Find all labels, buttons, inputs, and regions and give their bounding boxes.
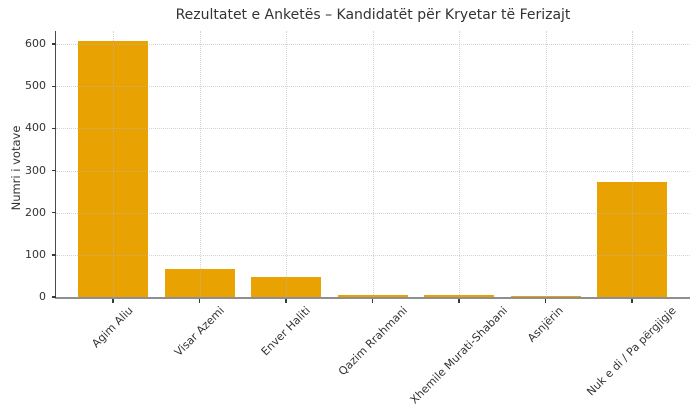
y-tick-label: 500: [25, 79, 46, 93]
y-tick-label: 100: [25, 247, 46, 261]
gridline-vertical: [372, 31, 374, 297]
y-tick-mark: [51, 254, 56, 256]
x-tick-mark: [371, 299, 374, 303]
x-tick-mark: [198, 299, 201, 303]
gridline-vertical: [113, 31, 114, 297]
y-axis-spine: [54, 31, 57, 299]
x-tick-label: Agim Aliu: [89, 304, 136, 351]
gridline-vertical: [286, 31, 287, 297]
y-tick-mark: [51, 296, 56, 298]
x-tick-mark: [544, 299, 547, 303]
y-tick-label: 400: [25, 121, 46, 135]
y-tick-mark: [51, 169, 56, 172]
x-tick-mark: [285, 299, 287, 303]
y-tick-mark: [51, 211, 56, 214]
y-tick-label: 300: [25, 163, 46, 177]
x-tick-mark: [458, 299, 460, 303]
x-tick-label: Asnjërin: [525, 304, 567, 345]
y-tick-label: 600: [25, 37, 46, 51]
chart-title: Rezultatet e Anketës – Kandidatët për Kr…: [175, 7, 571, 23]
y-tick-mark: [51, 85, 56, 87]
x-tick-label: Xhemile Murati-Shabani: [407, 304, 511, 407]
x-tick-label: Enver Haliti: [258, 304, 314, 359]
y-tick-mark: [51, 127, 56, 130]
x-tick-mark: [631, 299, 633, 303]
x-tick-label: Visar Azemi: [172, 304, 228, 359]
gridline-vertical: [459, 31, 460, 297]
gridline-vertical: [199, 31, 201, 297]
x-axis-spine: [55, 297, 690, 299]
y-tick-label: 0: [39, 290, 46, 303]
gridline-vertical: [545, 31, 547, 297]
gridline-vertical: [632, 31, 633, 297]
y-tick-mark: [51, 43, 56, 45]
y-tick-label: 200: [25, 205, 46, 219]
x-tick-label: Nuk e di / Pa përgjigje: [584, 304, 680, 399]
x-tick-label: Qazim Rrahmani: [335, 304, 410, 379]
x-tick-mark: [112, 299, 114, 303]
